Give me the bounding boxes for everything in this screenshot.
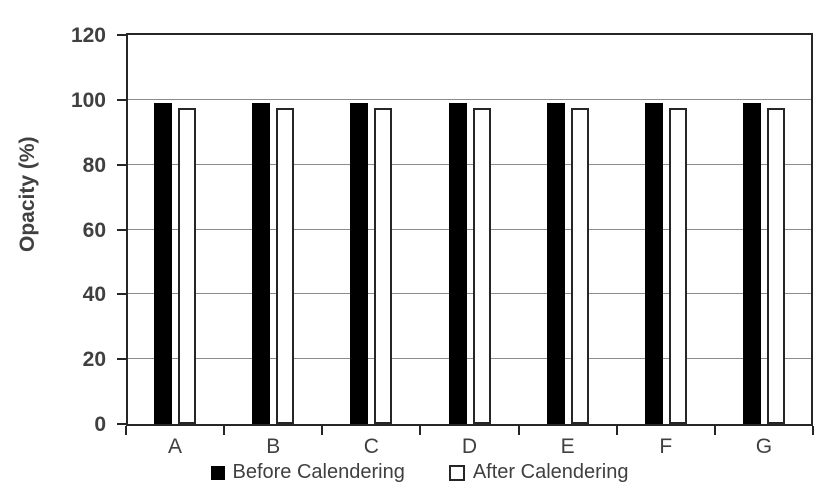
bar-after-A: [178, 107, 197, 424]
gridline-100: [128, 98, 811, 100]
x-category-label-C: C: [363, 435, 379, 458]
y-tick-label-0: 0: [94, 413, 106, 436]
x-tick-mark-3: [419, 426, 422, 435]
y-tick-mark-100: [117, 98, 126, 101]
plot-area: [126, 33, 813, 426]
black-square-icon: [210, 465, 225, 480]
bar-before-A: [154, 103, 173, 424]
bar-before-C: [350, 103, 369, 424]
y-tick-label-20: 20: [82, 348, 106, 372]
x-category-label-E: E: [560, 435, 575, 458]
x-category-label-A: A: [168, 435, 183, 458]
x-category-label-F: F: [659, 435, 673, 458]
legend-entry-after: After Calendering: [448, 461, 629, 484]
gridline-60: [128, 228, 811, 230]
bar-before-B: [252, 103, 271, 424]
x-tick-mark-6: [713, 426, 716, 435]
x-tick-mark-1: [223, 426, 226, 435]
gridline-40: [128, 293, 811, 295]
bar-before-E: [546, 103, 565, 424]
x-tick-mark-5: [615, 426, 618, 435]
legend-entry-before: Before Calendering: [210, 461, 405, 484]
x-tick-mark-2: [321, 426, 324, 435]
x-category-label-G: G: [755, 435, 773, 458]
gridline-20: [128, 358, 811, 360]
y-tick-mark-40: [117, 293, 126, 296]
bar-after-E: [570, 107, 589, 424]
x-category-label-D: D: [461, 435, 478, 458]
legend-label-before: Before Calendering: [232, 461, 405, 483]
legend: Before Calendering After Calendering: [0, 461, 839, 484]
bar-before-G: [742, 103, 761, 424]
y-axis-title: Opacity (%): [16, 136, 39, 252]
y-tick-mark-0: [117, 423, 126, 425]
gridline-80: [128, 163, 811, 165]
bar-after-B: [276, 107, 295, 424]
y-tick-label-60: 60: [82, 218, 106, 242]
y-tick-label-100: 100: [70, 88, 106, 112]
bar-before-F: [644, 103, 663, 424]
bar-after-D: [472, 107, 491, 424]
x-tick-mark-7: [812, 426, 814, 435]
y-tick-mark-20: [117, 358, 126, 361]
x-tick-mark-0: [125, 426, 127, 435]
y-tick-mark-80: [117, 163, 126, 166]
white-square-icon: [448, 464, 465, 481]
bar-after-F: [668, 107, 687, 424]
y-tick-label-120: 120: [70, 24, 106, 47]
y-tick-label-80: 80: [82, 153, 106, 177]
y-tick-label-40: 40: [82, 283, 106, 307]
legend-label-after: After Calendering: [472, 461, 629, 483]
y-tick-mark-60: [117, 228, 126, 231]
bar-after-C: [374, 107, 393, 424]
bar-after-G: [766, 107, 785, 424]
bar-before-D: [448, 103, 467, 424]
x-tick-mark-4: [517, 426, 520, 435]
y-tick-mark-120: [117, 34, 126, 36]
x-category-label-B: B: [266, 435, 281, 458]
